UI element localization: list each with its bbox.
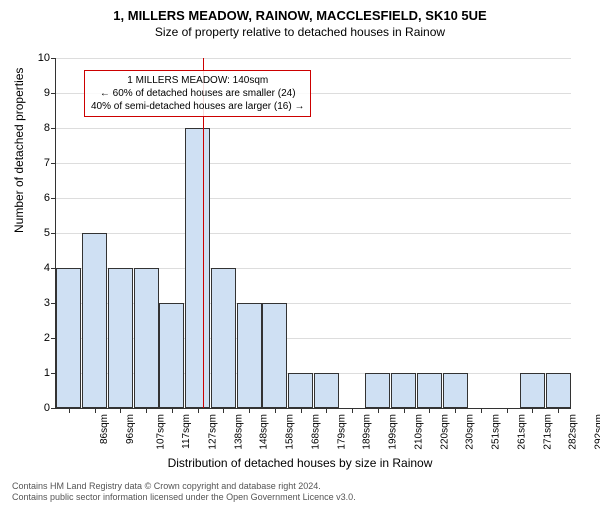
xtick-label: 189sqm — [362, 414, 373, 450]
annotation-box: 1 MILLERS MEADOW: 140sqm← 60% of detache… — [84, 70, 311, 117]
xtick-label: 96sqm — [125, 414, 136, 444]
histogram-bar — [134, 268, 159, 408]
ytick-label: 4 — [44, 262, 50, 274]
xtick-mark — [429, 408, 430, 413]
xtick-mark — [249, 408, 250, 413]
ytick-label: 2 — [44, 332, 50, 344]
histogram-bar — [520, 373, 545, 408]
ytick-mark — [51, 303, 56, 304]
gridline — [56, 163, 571, 164]
y-axis-label: Number of detached properties — [12, 68, 26, 233]
histogram-bar — [211, 268, 236, 408]
ytick-mark — [51, 338, 56, 339]
xtick-label: 251sqm — [491, 414, 502, 450]
histogram-bar — [56, 268, 81, 408]
ytick-mark — [51, 58, 56, 59]
xtick-label: 158sqm — [285, 414, 296, 450]
xtick-mark — [455, 408, 456, 413]
histogram-bar — [288, 373, 313, 408]
gridline — [56, 128, 571, 129]
plot-area: 01234567891086sqm96sqm107sqm117sqm127sqm… — [55, 58, 571, 409]
xtick-mark — [352, 408, 353, 413]
xtick-label: 199sqm — [388, 414, 399, 450]
xtick-mark — [301, 408, 302, 413]
xtick-label: 168sqm — [310, 414, 321, 450]
xtick-mark — [95, 408, 96, 413]
xtick-mark — [69, 408, 70, 413]
annotation-line3: 40% of semi-detached houses are larger (… — [91, 100, 304, 113]
xtick-label: 138sqm — [233, 414, 244, 450]
annotation-line1: 1 MILLERS MEADOW: 140sqm — [91, 74, 304, 87]
chart-container: 01234567891086sqm96sqm107sqm117sqm127sqm… — [55, 58, 570, 408]
ytick-label: 3 — [44, 297, 50, 309]
ytick-label: 9 — [44, 87, 50, 99]
histogram-bar — [365, 373, 390, 408]
xtick-label: 127sqm — [207, 414, 218, 450]
xtick-mark — [146, 408, 147, 413]
gridline — [56, 198, 571, 199]
histogram-bar — [262, 303, 287, 408]
histogram-bar — [417, 373, 442, 408]
gridline — [56, 233, 571, 234]
ytick-mark — [51, 233, 56, 234]
ytick-mark — [51, 163, 56, 164]
xtick-mark — [172, 408, 173, 413]
xtick-label: 271sqm — [542, 414, 553, 450]
xtick-mark — [558, 408, 559, 413]
footer-attribution: Contains HM Land Registry data © Crown c… — [12, 481, 356, 504]
xtick-label: 148sqm — [259, 414, 270, 450]
xtick-label: 117sqm — [181, 414, 192, 449]
histogram-bar — [82, 233, 107, 408]
ytick-mark — [51, 128, 56, 129]
xtick-mark — [507, 408, 508, 413]
ytick-label: 5 — [44, 227, 50, 239]
ytick-label: 8 — [44, 122, 50, 134]
ytick-mark — [51, 268, 56, 269]
xtick-label: 107sqm — [156, 414, 167, 450]
footer-line2: Contains public sector information licen… — [12, 492, 356, 504]
xtick-mark — [481, 408, 482, 413]
xtick-label: 179sqm — [336, 414, 347, 450]
ytick-mark — [51, 373, 56, 374]
histogram-bar — [159, 303, 184, 408]
xtick-mark — [404, 408, 405, 413]
xtick-label: 261sqm — [516, 414, 527, 450]
gridline — [56, 58, 571, 59]
histogram-bar — [314, 373, 339, 408]
xtick-mark — [326, 408, 327, 413]
xtick-label: 86sqm — [99, 414, 110, 444]
ytick-label: 6 — [44, 192, 50, 204]
chart-title-line2: Size of property relative to detached ho… — [0, 25, 600, 39]
ytick-mark — [51, 93, 56, 94]
xtick-mark — [120, 408, 121, 413]
xtick-mark — [275, 408, 276, 413]
histogram-bar — [443, 373, 468, 408]
xtick-label: 220sqm — [439, 414, 450, 450]
ytick-label: 1 — [44, 367, 50, 379]
histogram-bar — [391, 373, 416, 408]
ytick-mark — [51, 198, 56, 199]
histogram-bar — [108, 268, 133, 408]
xtick-mark — [223, 408, 224, 413]
ytick-label: 7 — [44, 157, 50, 169]
xtick-mark — [378, 408, 379, 413]
footer-line1: Contains HM Land Registry data © Crown c… — [12, 481, 356, 493]
xtick-label: 210sqm — [413, 414, 424, 450]
ytick-label: 10 — [38, 52, 50, 64]
histogram-bar — [185, 128, 210, 408]
histogram-bar — [237, 303, 262, 408]
histogram-bar — [546, 373, 571, 408]
xtick-label: 292sqm — [594, 414, 600, 450]
annotation-line2: ← 60% of detached houses are smaller (24… — [91, 87, 304, 100]
xtick-label: 230sqm — [465, 414, 476, 450]
ytick-label: 0 — [44, 402, 50, 414]
xtick-label: 282sqm — [568, 414, 579, 450]
xtick-mark — [198, 408, 199, 413]
xtick-mark — [532, 408, 533, 413]
chart-title-line1: 1, MILLERS MEADOW, RAINOW, MACCLESFIELD,… — [0, 8, 600, 23]
ytick-mark — [51, 408, 56, 409]
x-axis-label: Distribution of detached houses by size … — [0, 456, 600, 470]
